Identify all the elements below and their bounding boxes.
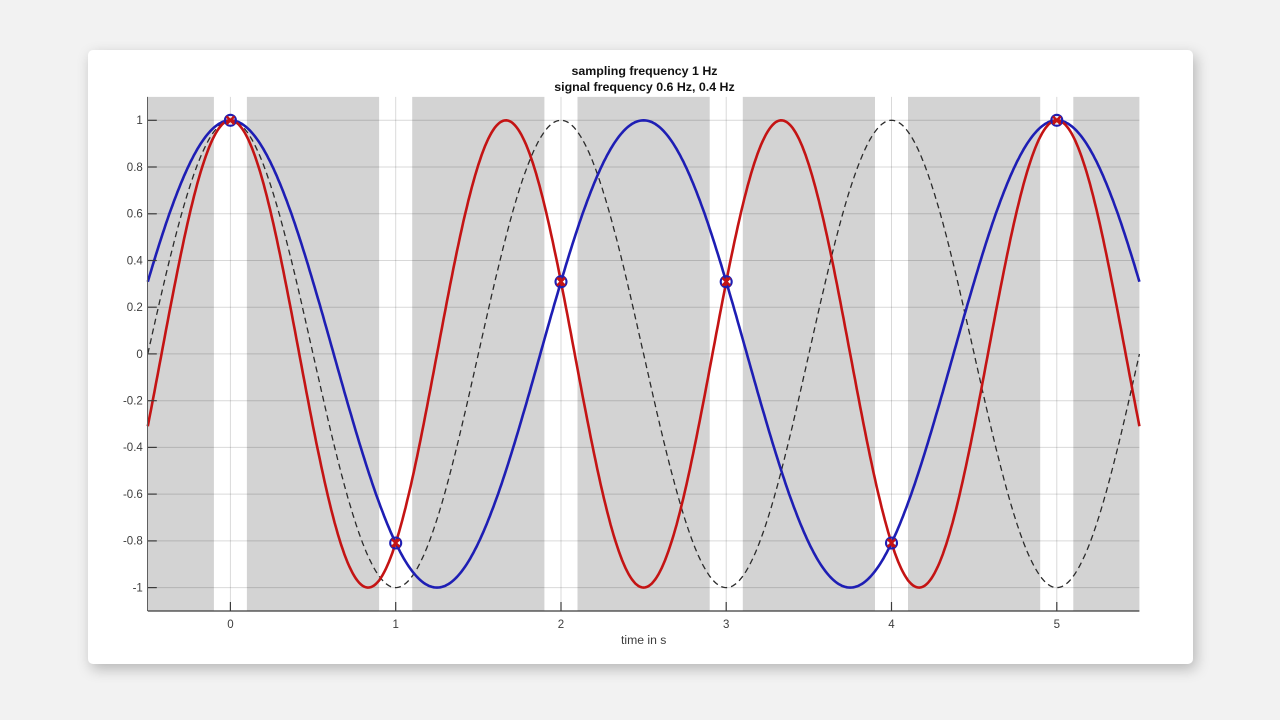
svg-text:5: 5 bbox=[1054, 619, 1060, 631]
svg-text:0.6: 0.6 bbox=[127, 209, 143, 221]
svg-text:-0.4: -0.4 bbox=[123, 442, 143, 454]
svg-text:time in s: time in s bbox=[621, 633, 666, 647]
svg-text:2: 2 bbox=[558, 619, 564, 631]
svg-text:3: 3 bbox=[723, 619, 729, 631]
svg-text:-0.8: -0.8 bbox=[123, 536, 143, 548]
svg-text:-0.6: -0.6 bbox=[123, 489, 143, 501]
svg-text:-1: -1 bbox=[133, 582, 143, 594]
svg-text:sampling frequency 1 Hz: sampling frequency 1 Hz bbox=[572, 64, 718, 78]
svg-text:signal frequency 0.6 Hz, 0.4 H: signal frequency 0.6 Hz, 0.4 Hz bbox=[554, 80, 734, 94]
svg-text:0: 0 bbox=[136, 349, 142, 361]
svg-text:0.8: 0.8 bbox=[127, 162, 143, 174]
svg-text:1: 1 bbox=[136, 115, 142, 127]
svg-text:0: 0 bbox=[227, 619, 233, 631]
svg-text:0.4: 0.4 bbox=[127, 255, 144, 267]
svg-text:-0.2: -0.2 bbox=[123, 396, 143, 408]
svg-text:1: 1 bbox=[392, 619, 398, 631]
svg-text:0.2: 0.2 bbox=[127, 302, 143, 314]
svg-text:4: 4 bbox=[888, 619, 895, 631]
